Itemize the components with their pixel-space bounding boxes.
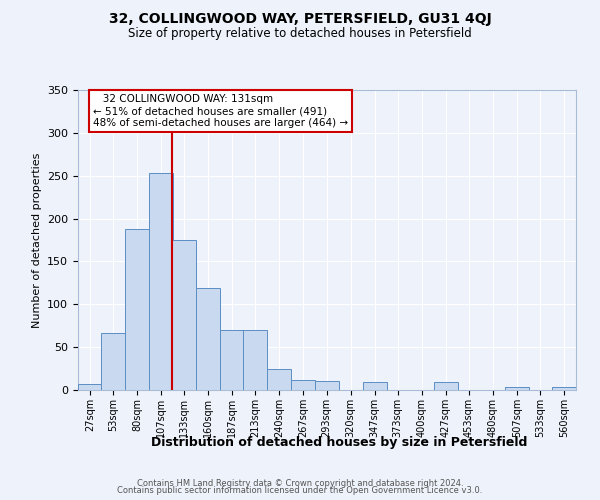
Bar <box>434 382 458 390</box>
Bar <box>101 332 125 390</box>
Text: Distribution of detached houses by size in Petersfield: Distribution of detached houses by size … <box>151 436 527 449</box>
Text: Size of property relative to detached houses in Petersfield: Size of property relative to detached ho… <box>128 28 472 40</box>
Text: 32, COLLINGWOOD WAY, PETERSFIELD, GU31 4QJ: 32, COLLINGWOOD WAY, PETERSFIELD, GU31 4… <box>109 12 491 26</box>
Bar <box>268 368 292 390</box>
Y-axis label: Number of detached properties: Number of detached properties <box>32 152 41 328</box>
Text: 32 COLLINGWOOD WAY: 131sqm
← 51% of detached houses are smaller (491)
48% of sem: 32 COLLINGWOOD WAY: 131sqm ← 51% of deta… <box>93 94 348 128</box>
Bar <box>220 330 244 390</box>
Bar <box>505 386 529 390</box>
Bar <box>78 384 102 390</box>
Bar <box>172 240 196 390</box>
Bar <box>552 388 576 390</box>
Bar <box>362 382 386 390</box>
Text: Contains HM Land Registry data © Crown copyright and database right 2024.: Contains HM Land Registry data © Crown c… <box>137 478 463 488</box>
Bar <box>149 173 173 390</box>
Text: Contains public sector information licensed under the Open Government Licence v3: Contains public sector information licen… <box>118 486 482 495</box>
Bar <box>196 288 220 390</box>
Bar <box>314 382 338 390</box>
Bar <box>292 380 316 390</box>
Bar <box>125 229 149 390</box>
Bar <box>244 330 268 390</box>
